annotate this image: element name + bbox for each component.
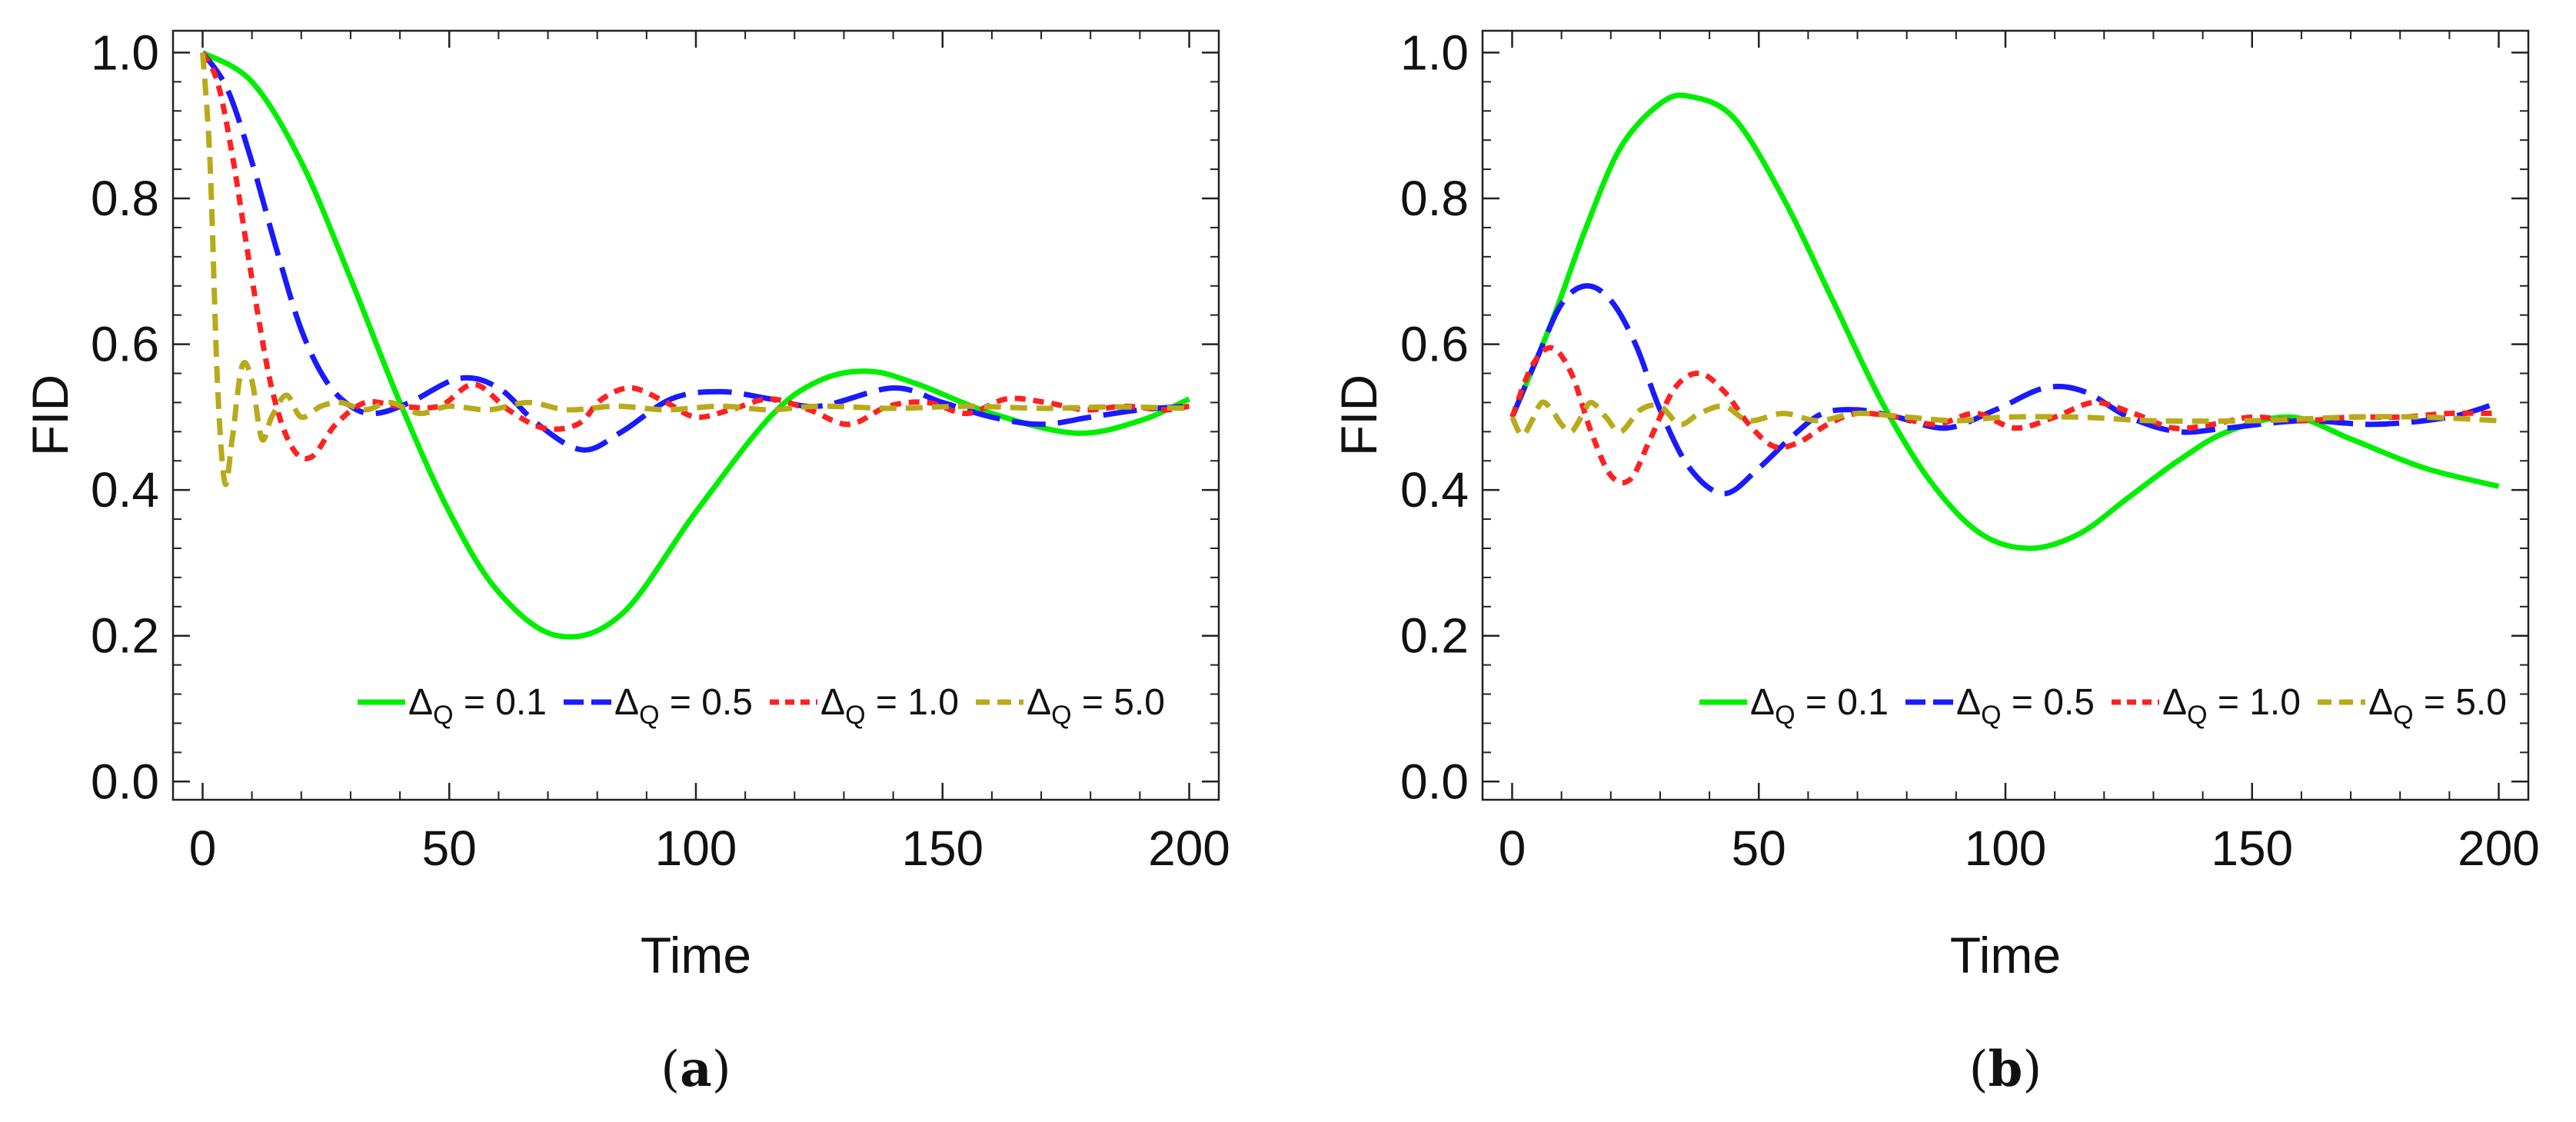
y-tick-label-b: 0.8 [1400,171,1469,226]
x-tick-label-b: 50 [1732,821,1786,876]
series-line-b-2 [1509,283,2500,497]
x-tick-label-b: 0 [1499,821,1526,876]
y-axis-title-a: FID [22,375,78,456]
caption-b: (b) [1969,1040,2042,1098]
series-group-b [1509,92,2500,551]
legend-b: ΔQ = 0.1 ΔQ = 0.5 ΔQ = 1.0 ΔQ = 5.0 [1699,682,2507,730]
legend-label-b-3: ΔQ = 1.0 [2162,682,2301,730]
legend-label-b-1: ΔQ = 0.1 [1750,682,1889,730]
legend-label-a-4: ΔQ = 5.0 [1027,682,1165,730]
series-line-a-1 [201,50,1190,640]
legend-label-b-4: ΔQ = 5.0 [2368,682,2507,730]
axis-ticks-b: 0 50 100 150 200 0.0 0.2 0.4 0.6 0.8 1.0 [1400,25,2540,876]
y-tick-label-a: 0.6 [91,317,159,372]
axis-ticks-a: 0 50 100 150 200 0.0 0.2 0.4 0.6 0.8 1.0 [91,25,1230,876]
legend-label-b-2: ΔQ = 0.5 [1956,682,2095,730]
y-tick-label-b: 1.0 [1400,25,1469,80]
series-line-a-2 [200,51,1190,453]
y-tick-label-a: 0.2 [91,608,159,664]
series-line-a-4 [200,52,1190,488]
x-tick-label-a: 150 [901,821,983,876]
x-tick-label-b: 150 [2211,821,2293,876]
y-tick-label-b: 0.2 [1400,608,1469,664]
series-line-b-4 [1509,399,2499,438]
y-tick-label-a: 0.4 [91,462,159,518]
y-tick-label-a: 0.0 [91,754,159,809]
x-tick-label-b: 100 [1965,821,2047,876]
y-tick-label-a: 1.0 [91,25,159,80]
x-tick-label-a: 0 [189,821,217,876]
legend-a: ΔQ = 0.1 ΔQ = 0.5 ΔQ = 1.0 ΔQ = 5.0 [358,682,1165,730]
legend-label-a-3: ΔQ = 1.0 [820,682,959,730]
x-tick-label-a: 200 [1148,821,1230,876]
y-axis-title-b: FID [1330,375,1387,456]
x-tick-label-b: 200 [2458,821,2540,876]
x-axis-title-a: Time [641,927,751,984]
y-tick-label-b: 0.0 [1400,754,1469,809]
y-tick-label-b: 0.6 [1400,317,1469,372]
legend-label-a-1: ΔQ = 0.1 [408,682,547,730]
y-tick-label-b: 0.4 [1400,462,1469,518]
series-line-a-3 [200,51,1190,461]
legend-label-a-2: ΔQ = 0.5 [614,682,753,730]
x-tick-label-a: 100 [655,821,737,876]
caption-a: (a) [661,1040,731,1098]
y-tick-label-a: 0.8 [91,171,159,226]
x-tick-label-a: 50 [422,821,477,876]
x-axis-title-b: Time [1950,927,2061,984]
series-group-a [200,50,1190,640]
